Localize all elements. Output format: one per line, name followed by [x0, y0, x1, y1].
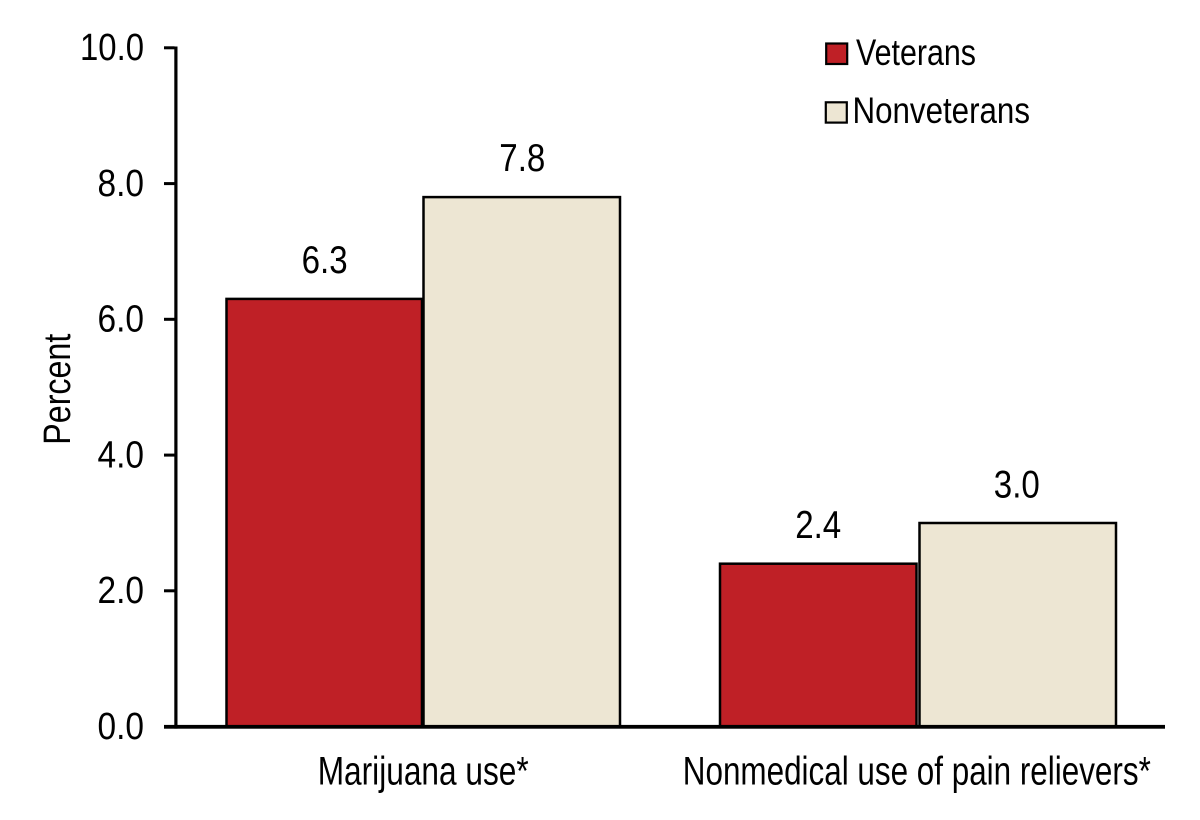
svg-text:2.4: 2.4 [795, 504, 841, 547]
svg-text:Percent: Percent [37, 333, 79, 444]
svg-text:6.0: 6.0 [98, 299, 145, 341]
svg-text:6.3: 6.3 [302, 239, 348, 282]
svg-text:8.0: 8.0 [98, 163, 145, 205]
svg-text:2.0: 2.0 [98, 570, 145, 612]
svg-text:Veterans: Veterans [856, 32, 976, 73]
svg-text:4.0: 4.0 [98, 434, 145, 476]
svg-text:7.8: 7.8 [499, 137, 545, 180]
svg-text:0.0: 0.0 [98, 706, 145, 748]
svg-text:Nonveterans: Nonveterans [853, 90, 1031, 131]
svg-text:Nonmedical use of pain relieve: Nonmedical use of pain relievers* [683, 750, 1151, 794]
svg-text:10.0: 10.0 [80, 27, 144, 69]
svg-text:Marijuana use*: Marijuana use* [318, 750, 529, 794]
svg-text:3.0: 3.0 [994, 463, 1040, 506]
